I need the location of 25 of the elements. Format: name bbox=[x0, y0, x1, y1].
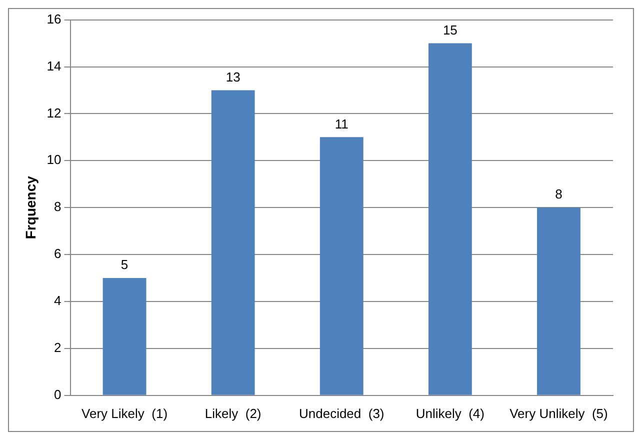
y-axis-title: Frquency bbox=[22, 176, 38, 240]
bar bbox=[428, 43, 472, 395]
data-label: 11 bbox=[334, 116, 348, 132]
x-tick-label: Unlikely (4) bbox=[416, 406, 484, 421]
y-tick-label: 4 bbox=[54, 293, 62, 308]
y-tick-label: 6 bbox=[54, 246, 62, 262]
y-tick-label: 8 bbox=[54, 199, 62, 214]
x-tick-label: Very Likely (1) bbox=[82, 406, 168, 421]
data-label: 13 bbox=[226, 69, 240, 84]
bar bbox=[102, 278, 146, 395]
y-tick-label: 16 bbox=[46, 11, 62, 26]
data-label: 15 bbox=[442, 22, 458, 38]
bar bbox=[320, 137, 364, 395]
x-tick-label: Likely (2) bbox=[204, 406, 262, 421]
y-tick-label: 10 bbox=[46, 152, 62, 168]
x-tick-label: Undecided (3) bbox=[298, 406, 384, 421]
y-tick-label: 0 bbox=[54, 386, 62, 402]
bar bbox=[211, 90, 255, 395]
y-tick-label: 14 bbox=[46, 58, 62, 74]
y-tick-label: 2 bbox=[54, 340, 62, 356]
y-tick-label: 12 bbox=[46, 105, 62, 120]
x-tick-label: Very Unlikely (5) bbox=[510, 406, 608, 421]
bar bbox=[537, 208, 580, 395]
data-label: 8 bbox=[555, 186, 562, 202]
data-label: 5 bbox=[120, 257, 128, 272]
